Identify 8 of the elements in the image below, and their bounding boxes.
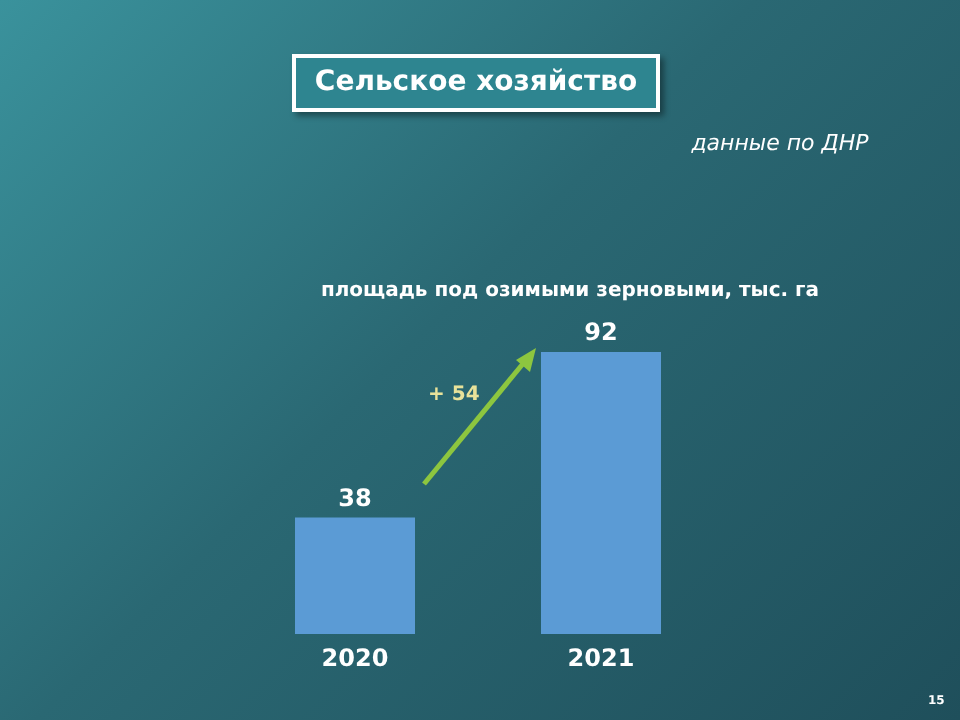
text: данные по ДНР xyxy=(689,130,871,156)
x-tick-label: 2020 xyxy=(321,644,389,672)
chart-title: Сельское хозяйство xyxy=(292,54,660,112)
data-label: 92 xyxy=(584,318,618,346)
x-tick-label: 2021 xyxy=(567,644,635,672)
data-label: 38 xyxy=(338,483,372,512)
annotation: + 54 xyxy=(428,384,480,406)
text: площадь под озимыми зерновыми, тыс. га xyxy=(318,280,822,302)
